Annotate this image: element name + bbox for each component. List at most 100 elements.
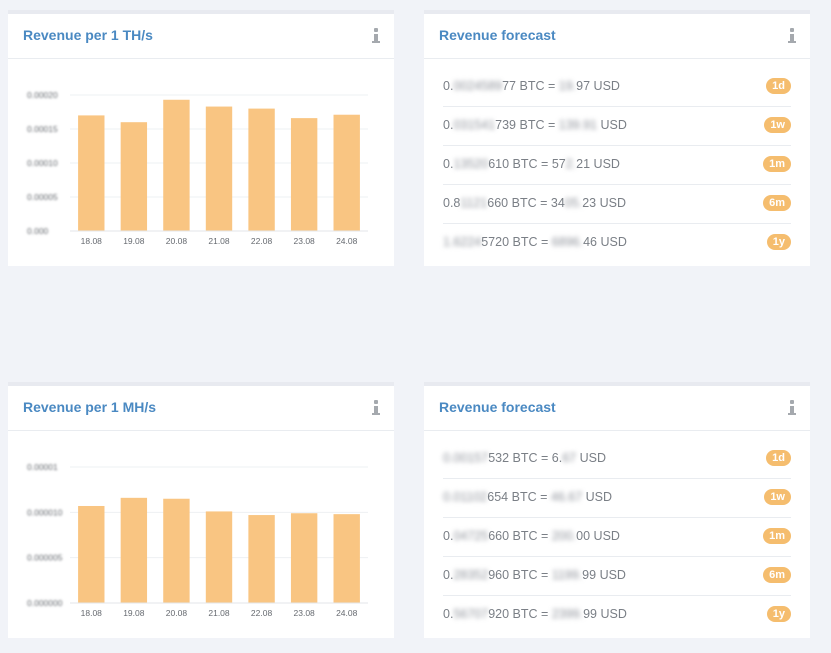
bar[interactable] (163, 498, 190, 603)
period-badge[interactable]: 1d (766, 78, 791, 94)
usd-unit: USD (600, 118, 627, 132)
btc-prefix: 0. (443, 157, 454, 171)
forecast-value: 0.002458977 BTC = 19.97 USD (443, 79, 620, 93)
btc-hidden: 0.01102 (443, 490, 488, 504)
usd-suffix: 97 (576, 79, 591, 93)
forecast-row: 1.62245720 BTC = 6896.46 USD 1y (443, 223, 791, 262)
bar[interactable] (290, 513, 318, 603)
period-badge[interactable]: 1w (764, 117, 791, 133)
th-chart-header: Revenue per 1 TH/s (8, 14, 394, 59)
bar[interactable] (78, 505, 105, 603)
period-badge[interactable]: 6m (763, 195, 791, 211)
forecast-value: 0.01102654 BTC = 46.67 USD (443, 490, 612, 504)
bar[interactable] (163, 99, 190, 231)
forecast-row: 0.031541739 BTC = 139.91 USD 1w (443, 106, 791, 146)
mh-revenue-chart: 0.000000 0.000005 0.000010 0.00001 18.08 19.0… (27, 462, 368, 618)
x-tick-label: 22.08 (251, 608, 273, 618)
usd-hidden: 2. (565, 157, 577, 171)
usd-unit: USD (599, 568, 626, 582)
usd-hidden: 139.91 (558, 118, 597, 132)
btc-suffix: 920 (488, 607, 510, 621)
usd-unit: USD (593, 79, 620, 93)
btc-unit: BTC = (519, 118, 556, 132)
period-badge[interactable]: 6m (763, 567, 791, 583)
forecast-row: 0.04725660 BTC = 200.00 USD 1m (443, 517, 791, 557)
period-badge[interactable]: 1w (764, 489, 791, 505)
usd-suffix: 99 (583, 607, 597, 621)
th-chart-panel: Revenue per 1 TH/s 0.000 0.00005 0.00010 0.… (8, 10, 394, 266)
forecast-row: 0.28352960 BTC = 1199.99 USD 6m (443, 556, 791, 596)
btc-hidden: 1121 (460, 196, 488, 210)
usd-suffix: 23 (582, 196, 597, 210)
th-forecast-list: 0.002458977 BTC = 19.97 USD 1d 0.031541739… (424, 67, 810, 267)
btc-prefix: 0. (443, 79, 454, 93)
period-badge[interactable]: 1m (763, 528, 791, 544)
btc-unit: BTC = (512, 607, 549, 621)
bar[interactable] (248, 515, 275, 603)
btc-prefix: 0. (443, 118, 454, 132)
info-icon[interactable] (372, 28, 380, 44)
btc-unit: BTC = (511, 196, 548, 210)
usd-unit: USD (585, 490, 613, 504)
bar[interactable] (333, 514, 360, 603)
btc-prefix: 0.8 (443, 196, 461, 210)
btc-suffix: 654 (487, 490, 509, 504)
x-tick-label: 18.08 (81, 236, 103, 246)
mh-forecast-list: 0.00157532 BTC = 6.67 USD 1d 0.01102654 BT… (424, 439, 810, 639)
usd-suffix: 99 (582, 568, 597, 582)
bar[interactable] (248, 108, 275, 231)
period-badge[interactable]: 1y (766, 606, 791, 622)
x-tick-label: 19.08 (123, 608, 145, 618)
btc-suffix: 532 (488, 451, 510, 465)
mh-forecast-panel: Revenue forecast 0.00157532 BTC = 6.67 U… (424, 382, 810, 638)
bar[interactable] (120, 497, 148, 603)
forecast-value: 0.031541739 BTC = 139.91 USD (443, 118, 627, 132)
bar[interactable] (78, 115, 105, 231)
usd-unit: USD (593, 157, 620, 171)
usd-hidden: 19. (558, 79, 577, 93)
usd-hidden: 200. (551, 529, 577, 543)
y-tick-label: 0.00001 (27, 462, 58, 472)
mh-chart-header: Revenue per 1 MH/s (8, 386, 394, 431)
forecast-value: 0.56707920 BTC = 2399.99 USD (443, 607, 627, 621)
forecast-row: 0.00157532 BTC = 6.67 USD 1d (443, 439, 791, 479)
mh-chart-panel: Revenue per 1 MH/s 0.000000 0.000005 0.000… (8, 382, 394, 638)
info-icon[interactable] (372, 400, 380, 416)
usd-suffix: 21 (576, 157, 591, 171)
bar[interactable] (290, 118, 318, 231)
bar[interactable] (205, 511, 233, 603)
y-tick-label: 0.00005 (27, 192, 58, 202)
btc-hidden: 28352 (453, 568, 489, 582)
btc-unit: BTC = (512, 157, 549, 171)
usd-unit: USD (599, 196, 626, 210)
y-tick-label: 0.000005 (27, 553, 63, 563)
period-badge[interactable]: 1d (766, 450, 791, 466)
info-icon[interactable] (788, 28, 796, 44)
usd-suffix: 00 (576, 529, 591, 543)
period-badge[interactable]: 1y (766, 234, 791, 250)
btc-suffix: 960 (488, 568, 510, 582)
bar[interactable] (333, 114, 360, 231)
btc-prefix: 0. (443, 568, 454, 582)
y-tick-label: 0.00020 (27, 90, 58, 100)
period-badge[interactable]: 1m (763, 156, 791, 172)
btc-hidden: 031541 (453, 118, 496, 132)
btc-suffix: 77 (502, 79, 517, 93)
th-forecast-title: Revenue forecast (439, 27, 556, 43)
forecast-row: 0.002458977 BTC = 19.97 USD 1d (443, 67, 791, 107)
th-forecast-header: Revenue forecast (424, 14, 810, 59)
forecast-row: 0.01102654 BTC = 46.67 USD 1w (443, 478, 791, 518)
forecast-value: 0.04725660 BTC = 200.00 USD (443, 529, 620, 543)
usd-hidden: 46.67 (550, 490, 583, 504)
btc-hidden: 1.6224 (443, 235, 482, 249)
bar[interactable] (120, 122, 148, 231)
usd-suffix: 46 (583, 235, 597, 249)
btc-hidden: 13520 (453, 157, 489, 171)
info-icon[interactable] (788, 400, 796, 416)
usd-unit: USD (579, 451, 607, 465)
bar[interactable] (205, 106, 233, 231)
forecast-row: 0.81121660 BTC = 3405.23 USD 6m (443, 184, 791, 224)
usd-unit: USD (600, 235, 627, 249)
forecast-value: 0.13520610 BTC = 572.21 USD (443, 157, 620, 171)
x-tick-label: 24.08 (336, 236, 358, 246)
